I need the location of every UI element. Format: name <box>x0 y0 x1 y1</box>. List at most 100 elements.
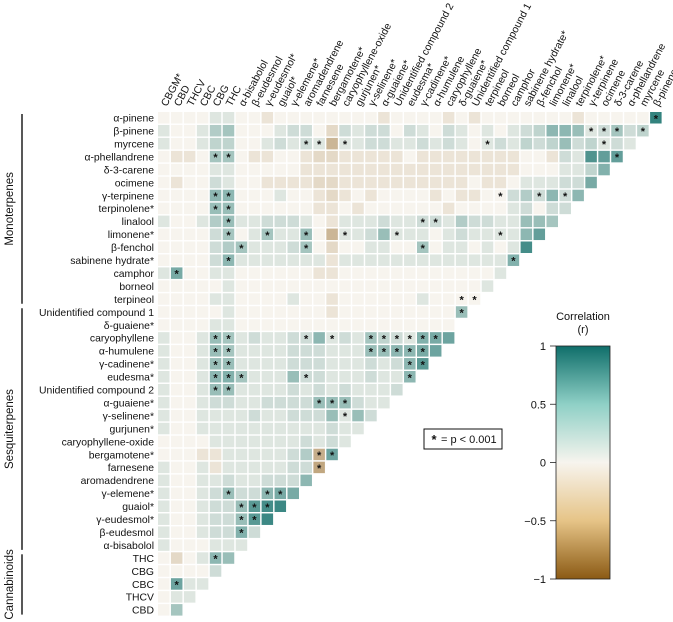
heatmap-cell <box>494 176 507 189</box>
heatmap-cell <box>300 319 312 331</box>
heatmap-cell <box>352 202 364 215</box>
significance-star: * <box>382 333 387 345</box>
heatmap-cell <box>481 150 494 163</box>
heatmap-cell <box>468 280 481 292</box>
heatmap-cell <box>417 293 429 305</box>
heatmap-cell <box>339 215 351 228</box>
significance-star: * <box>343 230 348 242</box>
significance-star: * <box>498 230 503 242</box>
heatmap-cell <box>222 150 235 163</box>
heatmap-cell <box>300 202 312 215</box>
heatmap-cell <box>209 539 222 551</box>
heatmap-cell <box>158 345 170 357</box>
significance-star: * <box>304 243 309 255</box>
heatmap-cell <box>326 371 338 383</box>
legend-tick-label: −1 <box>533 574 546 586</box>
heatmap-cell <box>235 487 248 500</box>
heatmap-cell <box>339 176 351 189</box>
heatmap-cell <box>287 422 299 435</box>
heatmap-cell <box>326 396 338 409</box>
significance-star: * <box>304 230 309 242</box>
heatmap-cell <box>339 241 351 253</box>
significance-star: * <box>226 333 231 345</box>
heatmap-cell <box>158 396 170 409</box>
heatmap-cell <box>546 176 558 189</box>
heatmap-cell <box>468 137 481 150</box>
heatmap-cell <box>300 280 312 292</box>
heatmap-cell <box>494 228 507 241</box>
significance-star: * <box>239 372 244 384</box>
heatmap-cell <box>158 293 170 305</box>
heatmap-cell <box>196 254 209 266</box>
heatmap-cell <box>391 358 403 370</box>
heatmap-cell <box>261 202 274 215</box>
significance-star: * <box>252 502 257 514</box>
heatmap-cell <box>468 189 481 202</box>
heatmap-cell <box>222 409 235 422</box>
heatmap-cell <box>235 176 248 189</box>
heatmap-cell <box>196 487 209 500</box>
heatmap-cell <box>429 150 442 163</box>
significance-star: * <box>615 126 620 138</box>
heatmap-cell <box>235 137 248 150</box>
heatmap-cell <box>248 435 261 448</box>
heatmap-cell <box>209 358 222 370</box>
heatmap-cell <box>468 241 481 253</box>
heatmap-cell <box>287 306 299 318</box>
heatmap-cell <box>326 163 338 176</box>
heatmap-cell <box>494 150 507 163</box>
heatmap-cell <box>313 137 325 150</box>
heatmap-cell <box>326 150 338 163</box>
heatmap-cell <box>455 137 468 150</box>
significance-star: * <box>239 528 244 540</box>
heatmap-cell <box>339 150 351 163</box>
heatmap-cell <box>442 202 455 215</box>
heatmap-cell <box>533 124 546 137</box>
heatmap-cell <box>274 189 287 202</box>
heatmap-cell <box>404 189 416 202</box>
heatmap-cell <box>274 409 287 422</box>
heatmap-cell <box>352 189 364 202</box>
heatmap-cell <box>248 345 261 357</box>
heatmap-cell <box>248 487 261 500</box>
heatmap-cell <box>209 396 222 409</box>
heatmap-cell <box>183 565 196 577</box>
heatmap-cell <box>196 396 209 409</box>
heatmap-cell <box>196 306 209 318</box>
heatmap-cell <box>417 215 429 228</box>
heatmap-cell <box>183 448 196 461</box>
heatmap-cell <box>274 345 287 357</box>
heatmap-cell <box>352 371 364 383</box>
heatmap-cell <box>170 228 183 241</box>
heatmap-cell <box>300 267 312 279</box>
heatmap-cell <box>287 254 299 266</box>
heatmap-cell <box>235 163 248 176</box>
key-text: = p < 0.001 <box>441 434 497 446</box>
heatmap-cell <box>209 280 222 292</box>
heatmap-cell <box>391 228 403 241</box>
heatmap-cell <box>183 163 196 176</box>
row-label: α-pinene <box>113 114 154 125</box>
heatmap-cell <box>417 228 429 241</box>
heatmap-cell <box>429 202 442 215</box>
significance-star: * <box>226 372 231 384</box>
heatmap-cell <box>378 371 390 383</box>
heatmap-cell <box>196 383 209 396</box>
heatmap-cell <box>417 163 429 176</box>
heatmap-cell <box>339 124 351 137</box>
heatmap-cell <box>559 150 571 163</box>
heatmap-cell <box>546 189 558 202</box>
significance-star: * <box>343 411 348 423</box>
heatmap-cell <box>222 513 235 525</box>
significance-star: * <box>304 372 309 384</box>
heatmap-cell <box>326 409 338 422</box>
heatmap-cell <box>572 176 584 189</box>
heatmap-cell <box>391 112 403 124</box>
heatmap-cell <box>183 435 196 448</box>
significance-key: * = p < 0.001 <box>423 428 503 450</box>
heatmap-cell <box>572 189 584 202</box>
heatmap-cell <box>261 137 274 150</box>
heatmap-cell <box>274 319 287 331</box>
heatmap-cell <box>158 267 170 279</box>
heatmap-cell <box>222 293 235 305</box>
